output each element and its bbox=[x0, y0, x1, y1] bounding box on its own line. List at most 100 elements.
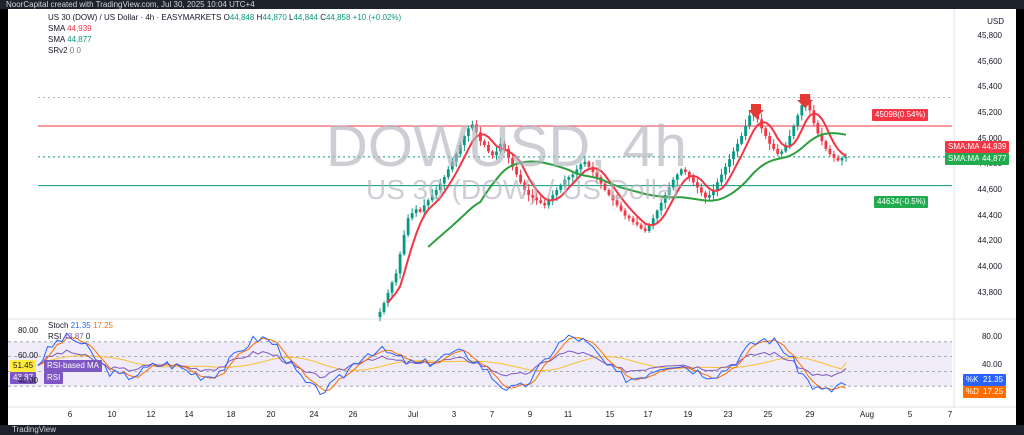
k-axis-label: %K bbox=[963, 374, 982, 386]
stoch-d-line bbox=[37, 336, 847, 392]
rsi-label[interactable]: RSI bbox=[48, 332, 62, 341]
caption-bar: NoorCapital created with TradingView.com… bbox=[0, 0, 1024, 9]
rsi-extra: 0 bbox=[85, 332, 91, 341]
high-value: 44,870 bbox=[262, 13, 287, 22]
sma-slow-line bbox=[427, 132, 847, 248]
candle-body bbox=[483, 141, 486, 146]
symbol-title[interactable]: US 30 (DOW) / US Dollar · 4h · EASYMARKE… bbox=[48, 13, 222, 22]
rsi-ma-value: 51.45 bbox=[13, 361, 34, 370]
osc-left-tick-60: 60.00 bbox=[17, 351, 38, 360]
candle-body bbox=[651, 218, 655, 226]
candle-body bbox=[587, 161, 591, 167]
stoch-k-line bbox=[37, 332, 847, 396]
candle-body bbox=[418, 209, 422, 212]
candle-body bbox=[712, 189, 715, 196]
time-tick: Aug bbox=[859, 410, 875, 419]
candle-body bbox=[442, 177, 446, 184]
candle-body bbox=[422, 205, 426, 212]
price-tick: 45,200 bbox=[977, 107, 1002, 117]
sma-fast-label[interactable]: SMA bbox=[48, 24, 65, 33]
time-tick: 25 bbox=[763, 410, 773, 419]
chart-background bbox=[8, 9, 1016, 425]
open-label: O bbox=[223, 13, 230, 22]
candle-body bbox=[832, 154, 836, 158]
d-axis-value: 17.25 bbox=[980, 386, 1007, 398]
candle-body bbox=[430, 195, 434, 201]
candle-body bbox=[495, 151, 498, 156]
candle-body bbox=[595, 171, 599, 178]
candle-body bbox=[454, 154, 458, 162]
candle-body bbox=[410, 213, 414, 219]
candle-body bbox=[466, 128, 470, 137]
time-tick: 29 bbox=[805, 410, 815, 419]
candle-body bbox=[631, 218, 635, 223]
candle-body bbox=[824, 141, 828, 149]
rsi-value: 43.87 bbox=[63, 332, 84, 341]
candle-body bbox=[796, 115, 800, 126]
candle-body bbox=[603, 183, 607, 190]
candle-body bbox=[675, 174, 679, 180]
price-tick: 45,600 bbox=[977, 56, 1002, 66]
candle-body bbox=[748, 115, 751, 126]
candle-body bbox=[659, 202, 663, 211]
candle-body bbox=[695, 182, 699, 188]
candle-body bbox=[687, 171, 691, 178]
candle-body bbox=[619, 205, 623, 211]
open-value: 44,848 bbox=[229, 13, 255, 22]
candle-body bbox=[623, 210, 627, 216]
candle-body bbox=[635, 222, 639, 225]
candle-body bbox=[768, 136, 772, 144]
chart-canvas[interactable] bbox=[8, 9, 1016, 425]
candle-body bbox=[511, 157, 514, 167]
candle-body bbox=[627, 215, 631, 219]
candle-body bbox=[607, 189, 611, 196]
candle-body bbox=[699, 187, 703, 193]
candle-body bbox=[547, 200, 551, 206]
sma-fast-axis-label: SMA:MA bbox=[948, 142, 980, 151]
tradingview-logo[interactable]: TradingView bbox=[12, 425, 57, 434]
time-tick: 20 bbox=[266, 410, 276, 419]
candle-body bbox=[438, 183, 442, 190]
oscillator-legend: Stoch 21.35 17.25 RSI 43.87 0 bbox=[48, 320, 113, 342]
candle-body bbox=[519, 174, 523, 183]
stoch-k-value: 21.35 bbox=[70, 321, 91, 330]
candle-body bbox=[551, 195, 555, 201]
candle-body bbox=[615, 200, 619, 206]
candle-body bbox=[523, 182, 527, 190]
candle-body bbox=[402, 234, 406, 255]
candle-body bbox=[503, 143, 506, 149]
support-tag: 44634(-0.5%) bbox=[874, 196, 929, 208]
srv2-label[interactable]: SRv2 bbox=[48, 46, 68, 55]
resistance-tag: 45098(0.54%) bbox=[872, 109, 929, 121]
rsi-ma-line bbox=[37, 355, 847, 371]
candle-body bbox=[800, 105, 804, 116]
candle-body bbox=[591, 166, 595, 172]
time-tick: 18 bbox=[226, 410, 236, 419]
candle-body bbox=[760, 119, 764, 129]
time-tick: 15 bbox=[605, 410, 615, 419]
candle-body bbox=[724, 166, 727, 175]
osc-right-tick-40: 40.00 bbox=[981, 360, 1002, 369]
candle-body bbox=[531, 195, 535, 198]
candle-body bbox=[462, 136, 466, 146]
time-tick: 7 bbox=[947, 410, 953, 419]
candle-body bbox=[507, 148, 510, 158]
candle-body bbox=[479, 132, 482, 142]
low-value: 44,844 bbox=[293, 13, 318, 22]
candle-body bbox=[808, 100, 812, 111]
low-label: L bbox=[289, 13, 294, 22]
candle-body bbox=[414, 209, 418, 214]
main-legend: US 30 (DOW) / US Dollar · 4h · EASYMARKE… bbox=[48, 12, 401, 56]
srv2-value: 0 0 bbox=[69, 46, 81, 55]
candle-body bbox=[772, 143, 776, 149]
candle-body bbox=[716, 182, 719, 190]
time-tick: 6 bbox=[67, 410, 73, 419]
candle-body bbox=[555, 189, 559, 196]
stoch-label[interactable]: Stoch bbox=[48, 321, 69, 330]
candle-body bbox=[378, 312, 382, 318]
sma-slow-label[interactable]: SMA bbox=[48, 35, 65, 44]
time-tick: 12 bbox=[146, 410, 156, 419]
rsi-ma-tag: 51.45 bbox=[10, 360, 37, 372]
candle-body bbox=[527, 189, 531, 196]
candle-body bbox=[840, 157, 844, 161]
